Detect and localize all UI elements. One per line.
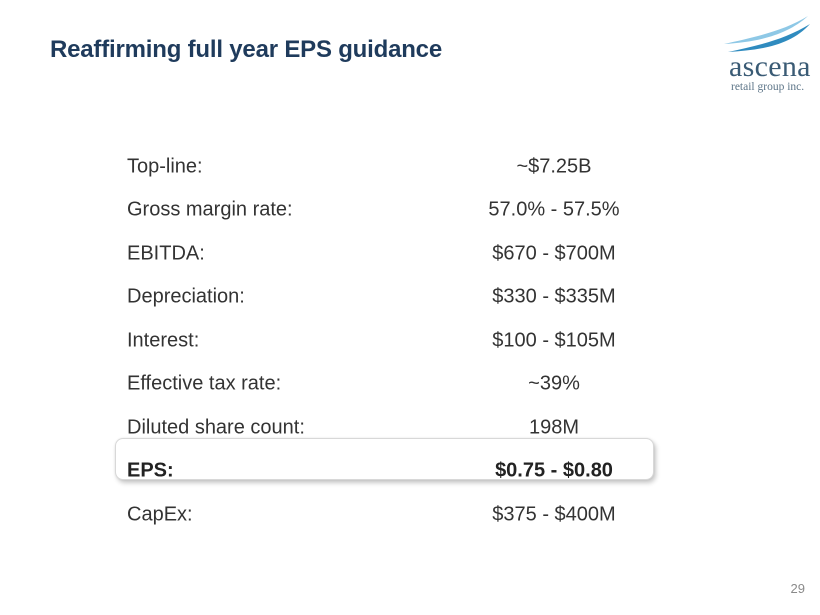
eps-highlight-box (115, 438, 654, 480)
guidance-value: 57.0% - 57.5% (488, 198, 620, 221)
guidance-row-share-count: Diluted share count: 198M (115, 406, 660, 450)
guidance-value: $330 - $335M (492, 285, 616, 308)
ascena-logo: ascena retail group inc. (720, 14, 812, 104)
guidance-row-interest: Interest: $100 - $105M (115, 319, 660, 363)
guidance-row-depreciation: Depreciation: $330 - $335M (115, 276, 660, 320)
guidance-value: $0.75 - $0.80 (495, 459, 613, 482)
guidance-value: ~39% (528, 372, 580, 395)
guidance-value: $670 - $700M (492, 242, 616, 265)
guidance-label: Top-line: (127, 155, 203, 178)
guidance-row-capex: CapEx: $375 - $400M (115, 493, 660, 537)
logo-wordmark: ascena (729, 50, 811, 83)
guidance-table: Top-line: ~$7.25B Gross margin rate: 57.… (115, 145, 660, 537)
guidance-value: $375 - $400M (492, 503, 616, 526)
guidance-row-ebitda: EBITDA: $670 - $700M (115, 232, 660, 276)
guidance-row-eps: EPS: $0.75 - $0.80 (115, 450, 660, 494)
guidance-label: EPS: (127, 459, 174, 482)
guidance-label: Interest: (127, 329, 200, 352)
guidance-label: Depreciation: (127, 285, 245, 308)
guidance-label: CapEx: (127, 503, 193, 526)
guidance-row-top-line: Top-line: ~$7.25B (115, 145, 660, 189)
guidance-label: EBITDA: (127, 242, 205, 265)
guidance-value: ~$7.25B (516, 155, 592, 178)
slide-title: Reaffirming full year EPS guidance (50, 36, 442, 63)
guidance-label: Diluted share count: (127, 416, 305, 439)
guidance-row-tax-rate: Effective tax rate: ~39% (115, 363, 660, 407)
guidance-label: Gross margin rate: (127, 198, 293, 221)
guidance-row-gross-margin: Gross margin rate: 57.0% - 57.5% (115, 189, 660, 233)
logo-subtitle: retail group inc. (731, 81, 805, 93)
page-number: 29 (790, 581, 805, 596)
guidance-value: 198M (528, 416, 580, 439)
guidance-label: Effective tax rate: (127, 372, 282, 395)
guidance-value: $100 - $105M (492, 329, 616, 352)
swoosh-icon (724, 16, 810, 52)
